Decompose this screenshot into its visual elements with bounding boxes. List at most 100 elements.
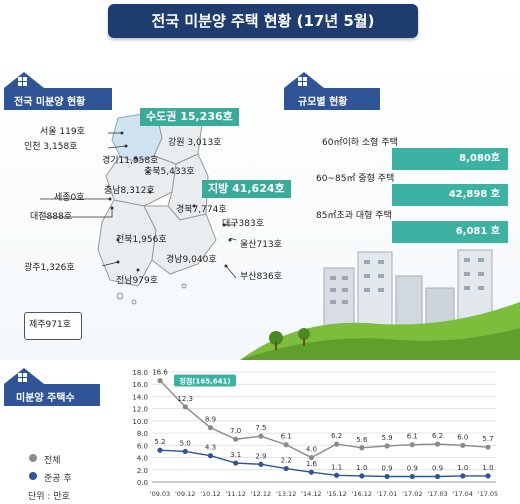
data-label: 2.2 [281, 457, 292, 465]
data-point [233, 436, 239, 442]
map-gyeongnam [143, 205, 217, 275]
x-tick-label: '09.12 [175, 490, 195, 498]
x-tick-label: '15.12 [326, 490, 346, 498]
peak-callout-box [174, 374, 236, 387]
y-tick-label: 10.0 [132, 418, 148, 426]
data-point [283, 465, 289, 472]
size-large-value: 6,081 호 [392, 221, 508, 243]
y-tick-label: 12.0 [132, 406, 148, 414]
data-label: 8.9 [205, 416, 216, 424]
data-point [384, 443, 390, 449]
data-point [182, 404, 188, 410]
data-point [485, 473, 491, 479]
data-label: 6.0 [457, 433, 468, 441]
region-gyeonggi: 경기11,958호 [102, 156, 159, 166]
data-label: 1.1 [331, 463, 342, 471]
section-label-size: 규모별 현황 [298, 97, 348, 108]
data-point [460, 442, 466, 448]
y-tick-label: 2.0 [137, 467, 148, 475]
data-point [258, 461, 264, 467]
size-large-label: 85㎡초과 대형 주택 [316, 211, 392, 221]
page-title: 전국 미분양 주택 현황 (17년 5월) [151, 12, 375, 30]
title-banner: 전국 미분양 주택 현황 (17년 5월) [108, 4, 418, 38]
data-label: 12.3 [177, 395, 193, 403]
series-line [159, 449, 488, 478]
data-label: 1.6 [306, 460, 318, 468]
x-tick-label: '17.05 [478, 490, 498, 498]
region-gangwon: 강원 3,013호 [168, 138, 222, 148]
korea-map [97, 111, 217, 305]
region-jeonbuk: 전북1,956호 [116, 235, 167, 245]
data-label: 6.1 [281, 433, 292, 441]
data-label: 1.0 [482, 464, 493, 472]
x-tick-label: '17.02 [402, 490, 422, 498]
data-label: 4.0 [306, 446, 317, 454]
data-label: 1.0 [356, 464, 367, 472]
region-ulsan: 울산713호 [240, 240, 283, 250]
data-point [434, 473, 441, 480]
x-tick-label: '14.12 [301, 490, 321, 498]
size-small-label: 60㎡이하 소형 주택 [322, 138, 398, 148]
data-point [182, 448, 188, 455]
y-tick-label: 4.0 [137, 455, 148, 463]
data-point [334, 441, 340, 447]
unsold-line-chart: 0.0 2.0 4.0 6.0 8.0 10.0 12.0 14.0 16.0 18.0 '09.0… [132, 369, 498, 498]
legend: 전체 준공 후 단위 : 만호 [28, 450, 128, 504]
section-tag-national: 전국 미분양 현황 [4, 64, 114, 112]
data-point [207, 453, 214, 459]
y-tick-label: 16.0 [132, 381, 148, 389]
house-tag-icon [284, 72, 380, 110]
section-tag-size: 규모별 현황 [284, 64, 394, 112]
data-point [460, 473, 466, 479]
data-label: 6.1 [407, 433, 418, 441]
size-medium-value: 42,898 호 [392, 184, 508, 206]
data-label: 5.0 [180, 439, 191, 447]
house-tag-icon [4, 368, 100, 406]
data-point [308, 454, 314, 461]
data-point [207, 425, 214, 431]
y-tick-label: 0.0 [137, 479, 148, 487]
data-label: 16.6 [152, 369, 168, 377]
region-gyeongbuk: 경북7,774호 [176, 205, 227, 215]
region-gyeongnam: 경남9,040호 [166, 255, 217, 265]
data-point [359, 473, 365, 479]
legend-total-label: 전체 [44, 456, 61, 466]
data-label: 5.7 [482, 435, 493, 443]
jeju-box: 제주971호 [24, 312, 82, 340]
region-chungbuk: 충북5,433호 [144, 167, 195, 177]
region-daegu: 대구383호 [222, 219, 265, 229]
region-daejeon: 대전888호 [30, 212, 73, 222]
y-tick-label: 6.0 [137, 442, 148, 450]
house-tag-icon [4, 72, 112, 110]
data-point [258, 433, 264, 439]
region-seoul: 서울 119호 [40, 127, 85, 137]
x-tick-label: '17.04 [453, 490, 473, 498]
x-tick-label: '10.12 [200, 490, 220, 498]
region-chungnam: 충남8,312호 [104, 186, 155, 196]
x-tick-label: '09.03 [150, 490, 170, 498]
data-point [409, 442, 415, 448]
data-label: 3.1 [230, 451, 241, 459]
data-label: 5.6 [356, 436, 368, 444]
data-point [308, 469, 314, 475]
data-label: 7.5 [255, 424, 266, 432]
city-illustration [240, 249, 520, 360]
data-point [233, 460, 239, 466]
data-point [409, 473, 415, 480]
section-label-national: 전국 미분양 현황 [14, 97, 86, 108]
section-tag-unsold: 미분양 주택수 [4, 360, 114, 408]
data-label: 5.2 [154, 438, 165, 446]
x-tick-label: '11.12 [225, 490, 245, 498]
y-tick-label: 14.0 [132, 393, 148, 401]
data-label: 6.2 [331, 432, 342, 440]
legend-total-marker [29, 454, 37, 462]
x-tick-label: '17.01 [377, 490, 397, 498]
data-point [157, 377, 163, 384]
region-gwangju: 광주1,326호 [24, 263, 75, 273]
data-label: 4.3 [205, 444, 216, 452]
legend-unit: 단위 : 만호 [28, 492, 70, 502]
region-jeonnam: 전남979호 [116, 276, 159, 286]
data-label: 7.0 [230, 427, 241, 435]
